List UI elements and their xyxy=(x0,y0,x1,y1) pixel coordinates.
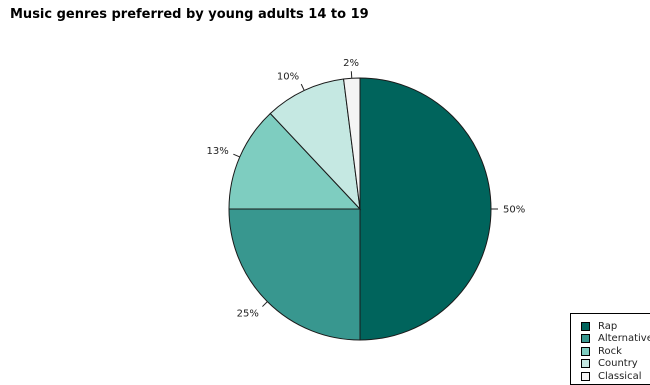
pie-slice-rap xyxy=(360,78,491,340)
legend-swatch xyxy=(581,322,590,331)
legend-item-country: Country xyxy=(581,358,650,371)
legend-swatch xyxy=(581,359,590,368)
data-label-rap: 50% xyxy=(503,205,525,216)
leader-line-rock xyxy=(233,154,239,157)
data-label-classical: 2% xyxy=(343,58,359,69)
data-label-country: 10% xyxy=(277,71,299,82)
legend-label: Alternative xyxy=(598,333,650,344)
legend-item-rock: Rock xyxy=(581,345,650,358)
data-label-alternative: 25% xyxy=(237,308,259,319)
legend-swatch xyxy=(581,347,590,356)
legend: Rap Alternative Rock Country Classical xyxy=(570,313,650,385)
legend-label: Rap xyxy=(598,321,617,332)
leader-line-country xyxy=(301,84,304,90)
legend-label: Country xyxy=(598,358,638,369)
legend-item-rap: Rap xyxy=(581,320,650,333)
legend-swatch xyxy=(581,372,590,381)
legend-swatch xyxy=(581,334,590,343)
leader-line-alternative xyxy=(262,302,267,307)
legend-item-alternative: Alternative xyxy=(581,333,650,346)
data-label-rock: 13% xyxy=(207,146,229,157)
legend-label: Classical xyxy=(598,371,642,382)
legend-label: Rock xyxy=(598,346,622,357)
legend-item-classical: Classical xyxy=(581,370,650,383)
pie-slice-alternative xyxy=(229,209,360,340)
